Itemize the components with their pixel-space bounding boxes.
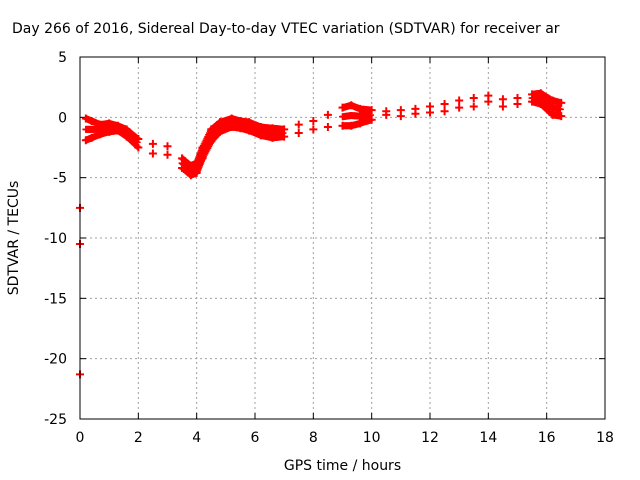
data-point <box>498 102 507 111</box>
x-tick-label: 6 <box>251 430 260 446</box>
data-point <box>396 112 405 121</box>
y-axis-label: SDTVAR / TECUs <box>6 181 22 296</box>
data-point <box>279 133 287 141</box>
x-tick-label: 12 <box>421 430 439 446</box>
x-tick-label: 4 <box>192 430 201 446</box>
data-point <box>323 110 332 119</box>
data-point <box>367 116 374 124</box>
x-tick-label: 8 <box>309 430 318 446</box>
data-point <box>469 102 478 111</box>
data-point <box>309 116 318 125</box>
data-point <box>440 107 449 116</box>
y-tick-label: -10 <box>44 231 67 247</box>
data-point <box>309 125 318 134</box>
x-axis-label: GPS time / hours <box>284 458 401 474</box>
y-tick-label: 5 <box>58 50 67 66</box>
data-point <box>556 99 564 107</box>
data-point <box>484 97 493 106</box>
x-tick-label: 16 <box>538 430 556 446</box>
data-point <box>455 103 464 112</box>
y-tick-label: -25 <box>44 412 67 428</box>
y-tick-label: -5 <box>53 171 67 187</box>
x-tick-label: 2 <box>134 430 143 446</box>
data-point <box>513 100 522 109</box>
data-point <box>469 94 478 103</box>
data-point <box>294 129 303 138</box>
data-points <box>76 89 566 379</box>
y-tick-label: -20 <box>44 352 67 368</box>
data-point <box>411 109 420 118</box>
x-tick-label: 14 <box>479 430 497 446</box>
x-tick-label: 0 <box>76 430 85 446</box>
data-point <box>440 100 449 109</box>
data-point <box>163 142 172 151</box>
x-tick-label: 10 <box>363 430 381 446</box>
data-point <box>382 110 391 119</box>
data-point <box>556 105 564 113</box>
data-point <box>163 150 172 159</box>
data-point <box>294 120 303 129</box>
data-point <box>498 95 507 104</box>
data-point <box>323 122 332 131</box>
y-tick-label: 0 <box>58 110 67 126</box>
chart-title: Day 266 of 2016, Sidereal Day-to-day VTE… <box>12 21 560 37</box>
data-point <box>148 149 157 158</box>
data-point <box>426 108 434 117</box>
data-point <box>148 139 157 148</box>
x-tick-label: 18 <box>596 430 614 446</box>
data-point <box>556 112 564 120</box>
tick-labels: 0 2 4 6 8 10 12 14 16 18 -25 -20 -15 -10 -5 0 5 <box>44 50 614 446</box>
data-point <box>133 142 141 150</box>
plot-frame <box>79 56 606 420</box>
data-point <box>455 96 464 105</box>
y-tick-label: -15 <box>44 291 67 307</box>
